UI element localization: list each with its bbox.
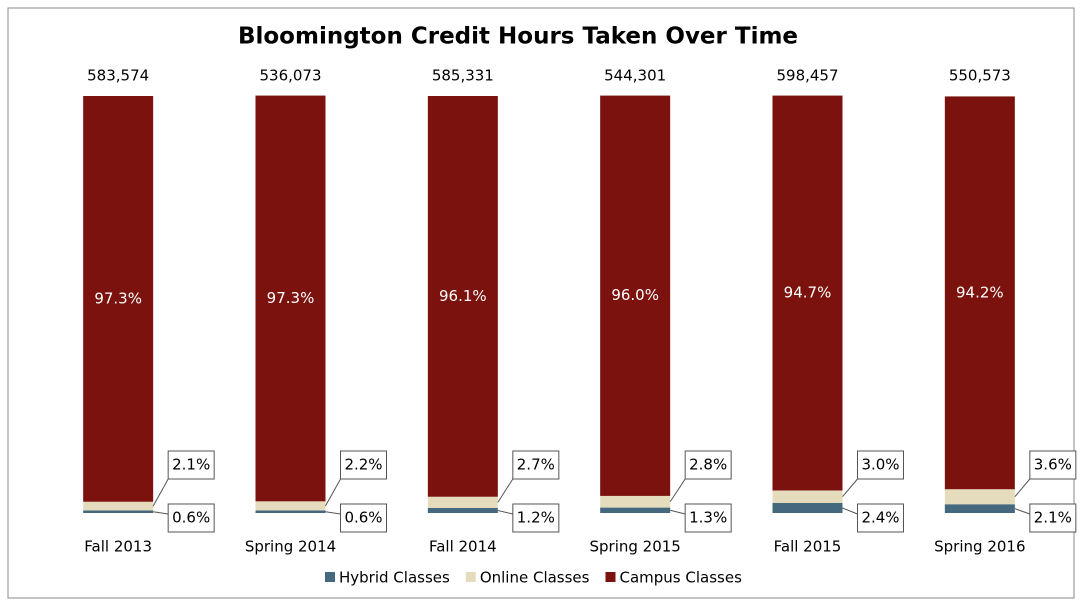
bar-segment [427, 496, 498, 508]
data-label: 1.3% [689, 509, 727, 527]
x-tick-label: Fall 2013 [84, 538, 152, 556]
leader-line [670, 509, 686, 515]
legend-swatch [605, 572, 616, 582]
bar-segment [255, 501, 326, 511]
label-box [512, 503, 560, 533]
total-label: 585,331 [432, 67, 494, 85]
label-box [684, 450, 732, 480]
x-tick-label: Fall 2015 [774, 538, 842, 556]
bar-segment [600, 95, 671, 496]
legend-label: Hybrid Classes [339, 569, 450, 587]
bar-segment [944, 489, 1015, 505]
data-label: 2.8% [689, 456, 727, 474]
data-label: 3.6% [1034, 456, 1072, 474]
label-box [512, 450, 560, 480]
label-box [857, 503, 904, 533]
data-label: 2.1% [172, 456, 210, 474]
legend-swatch [325, 572, 335, 582]
data-label: 2.2% [344, 456, 382, 474]
label-box [340, 503, 387, 533]
bar-segment [600, 507, 671, 513]
label-box [167, 503, 215, 533]
bar-segment [427, 96, 498, 497]
bar-segment [255, 510, 326, 513]
bar-segment [944, 504, 1015, 513]
leader-line [842, 507, 858, 515]
data-label: 2.1% [1034, 509, 1072, 527]
total-label: 550,573 [949, 67, 1011, 85]
bar-segment [83, 510, 154, 513]
leader-line [497, 478, 514, 503]
data-label: 2.7% [517, 456, 555, 474]
leader-line [325, 511, 341, 515]
leader-line [842, 478, 858, 498]
bar-segment [772, 95, 843, 491]
data-label: 1.2% [517, 509, 555, 527]
label-box [1029, 503, 1077, 533]
leader-line [325, 478, 341, 507]
data-label: 94.2% [956, 283, 1004, 301]
bar-segment [600, 495, 671, 508]
label-box [340, 450, 387, 480]
bar-segment [83, 96, 154, 502]
data-label: 0.6% [172, 509, 210, 527]
data-label: 94.7% [784, 284, 832, 302]
data-label: 3.0% [861, 456, 899, 474]
x-tick-label: Spring 2015 [589, 538, 680, 556]
data-label: 97.3% [267, 289, 315, 307]
x-tick-label: Spring 2014 [245, 538, 336, 556]
bar-segment [772, 490, 843, 503]
legend-label: Campus Classes [619, 569, 742, 587]
label-box [857, 450, 904, 480]
leader-line [1014, 508, 1031, 515]
leader-line [669, 478, 686, 503]
bar-segment [427, 507, 498, 513]
label-box [684, 503, 732, 533]
total-label: 583,574 [87, 67, 149, 85]
total-label: 598,457 [776, 67, 838, 85]
data-label: 97.3% [94, 289, 142, 307]
x-tick-label: Fall 2014 [429, 538, 497, 556]
data-label: 96.1% [439, 287, 487, 305]
bar-segment [772, 502, 843, 513]
legend-swatch [465, 572, 476, 582]
bar-segment [255, 95, 326, 502]
data-label: 2.4% [861, 509, 899, 527]
label-box [167, 450, 215, 480]
data-label: 96.0% [611, 286, 659, 304]
leader-line [152, 478, 169, 507]
bar-segment [944, 96, 1015, 490]
chart-title: Bloomington Credit Hours Taken Over Time [238, 24, 798, 50]
leader-line [497, 510, 513, 515]
leader-line [1014, 478, 1031, 498]
x-tick-label: Spring 2016 [934, 538, 1025, 556]
total-label: 536,073 [259, 67, 321, 85]
total-label: 544,301 [604, 67, 666, 85]
data-label: 0.6% [344, 509, 382, 527]
leader-line [153, 511, 169, 515]
chart-border [7, 7, 1075, 599]
legend-label: Online Classes [480, 569, 590, 587]
label-box [1029, 450, 1077, 480]
bar-segment [83, 501, 154, 511]
